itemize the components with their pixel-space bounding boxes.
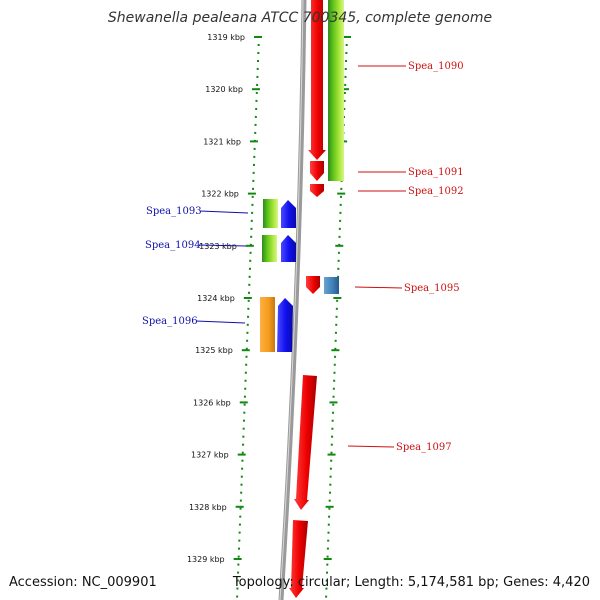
feature-green-spea-1090 <box>328 0 344 181</box>
label-spea-1092[interactable]: Spea_1092 <box>408 186 464 197</box>
label-spea-1097[interactable]: Spea_1097 <box>396 442 452 453</box>
gene-spea-1091[interactable] <box>310 161 324 181</box>
kbp-label: 1319 kbp <box>207 33 245 42</box>
leader-spea-1094 <box>198 244 247 247</box>
leader-spea-1093 <box>199 210 249 214</box>
label-spea-1095[interactable]: Spea_1095 <box>404 283 460 294</box>
kbp-label: 1329 kbp <box>187 555 225 564</box>
leader-spea-1097 <box>347 445 395 448</box>
genome-backbone-highlight <box>279 0 304 600</box>
label-spea-1096[interactable]: Spea_1096 <box>142 316 198 327</box>
gene-spea-1090[interactable] <box>308 0 326 160</box>
label-spea-1093[interactable]: Spea_1093 <box>146 206 202 217</box>
kbp-label: 1323 kbp <box>199 242 237 251</box>
kbp-label: 1326 kbp <box>193 398 231 407</box>
gene-spea-1095[interactable] <box>306 276 320 294</box>
feature-steelblue-spea-1095 <box>324 277 339 294</box>
label-spea-1091[interactable]: Spea_1091 <box>408 167 464 178</box>
leader-spea-1096 <box>195 320 246 324</box>
label-spea-1090[interactable]: Spea_1090 <box>408 61 464 72</box>
kbp-label: 1320 kbp <box>205 85 243 94</box>
gene-next-bottom[interactable] <box>289 520 308 598</box>
genome-title: Shewanella pealeana ATCC 700345, complet… <box>107 10 493 26</box>
gene-spea-1092[interactable] <box>310 184 324 197</box>
gene-spea-1097[interactable] <box>294 375 317 510</box>
gene-spea-1096[interactable] <box>277 298 293 352</box>
topology-summary: Topology: circular; Length: 5,174,581 bp… <box>232 575 590 590</box>
feature-orange-spea-1096 <box>260 297 275 352</box>
feature-green-spea-1094 <box>262 235 277 262</box>
kbp-labels: 1319 kbp 1320 kbp 1321 kbp 1322 kbp 1323 kbp… <box>187 33 245 564</box>
feature-green-spea-1093 <box>263 199 278 228</box>
left-dotted-rail <box>236 35 260 600</box>
kbp-label: 1322 kbp <box>201 190 239 199</box>
left-gene-labels: Spea_1093 Spea_1094 Spea_1096 <box>142 206 249 327</box>
kbp-label: 1328 kbp <box>189 503 227 512</box>
kbp-label: 1321 kbp <box>203 137 241 146</box>
gene-spea-1093[interactable] <box>281 200 296 228</box>
genome-backbone <box>278 0 307 600</box>
gene-spea-1094[interactable] <box>281 235 296 262</box>
label-spea-1094[interactable]: Spea_1094 <box>145 240 201 251</box>
leader-spea-1095 <box>354 286 403 289</box>
right-gene-labels: Spea_1090 Spea_1091 Spea_1092 Spea_1095 … <box>347 61 464 453</box>
kbp-label: 1327 kbp <box>191 451 229 460</box>
kbp-label: 1324 kbp <box>197 294 235 303</box>
kbp-label: 1325 kbp <box>195 346 233 355</box>
accession-text: Accession: NC_009901 <box>9 575 157 590</box>
